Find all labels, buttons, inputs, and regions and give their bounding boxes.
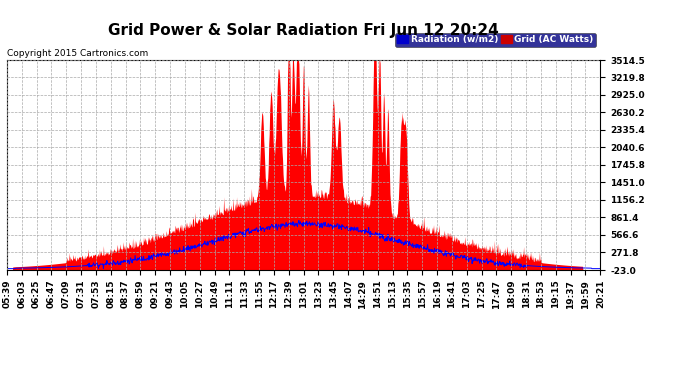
Legend: Radiation (w/m2), Grid (AC Watts): Radiation (w/m2), Grid (AC Watts): [395, 33, 595, 46]
Text: Grid Power & Solar Radiation Fri Jun 12 20:24: Grid Power & Solar Radiation Fri Jun 12 …: [108, 22, 499, 38]
Text: Copyright 2015 Cartronics.com: Copyright 2015 Cartronics.com: [7, 49, 148, 58]
